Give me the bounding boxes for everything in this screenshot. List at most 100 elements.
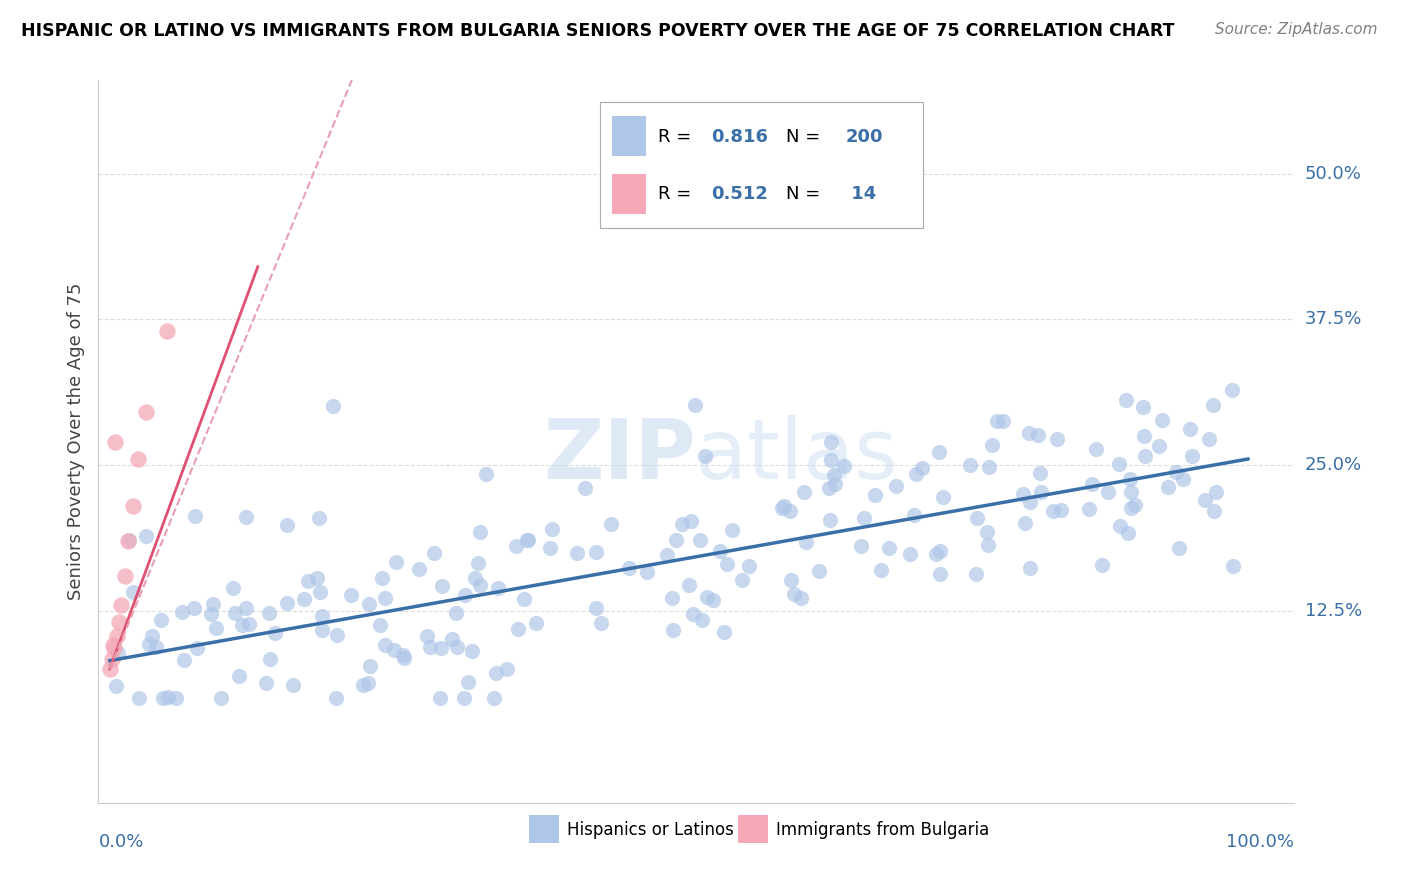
Point [661, 591, 683, 605]
Point [731, 573, 754, 587]
Point [382, 643, 405, 657]
Point [1181, 449, 1204, 463]
Point [820, 453, 842, 467]
Text: 14: 14 [845, 186, 876, 203]
Bar [529, 815, 558, 843]
Point [770, 501, 793, 516]
Point [1029, 484, 1052, 499]
Point [516, 533, 538, 548]
Point [276, 517, 298, 532]
Point [709, 544, 731, 558]
Point [292, 592, 315, 607]
Point [238, 617, 260, 632]
Point [322, 399, 344, 413]
Point [976, 538, 998, 552]
Point [690, 613, 713, 627]
Point [779, 504, 801, 518]
Point [283, 678, 305, 692]
Point [259, 652, 281, 666]
Point [1168, 541, 1191, 556]
Bar [738, 815, 768, 843]
Point [186, 641, 208, 656]
Point [121, 499, 143, 513]
Point [1046, 432, 1069, 446]
Point [165, 690, 187, 705]
Point [986, 414, 1008, 428]
Point [200, 607, 222, 621]
Text: HISPANIC OR LATINO VS IMMIGRANTS FROM BULGARIA SENIORS POVERTY OVER THE AGE OF 7: HISPANIC OR LATINO VS IMMIGRANTS FROM BU… [21, 22, 1174, 40]
Point [1084, 442, 1107, 457]
Point [172, 605, 194, 619]
Point [340, 588, 363, 602]
Point [574, 481, 596, 495]
Point [966, 511, 988, 525]
Point [352, 678, 374, 692]
Point [976, 524, 998, 539]
Point [1078, 501, 1101, 516]
Point [224, 606, 246, 620]
Point [541, 522, 564, 536]
Point [928, 566, 950, 581]
Point [408, 562, 430, 576]
Point [101, 652, 124, 666]
Point [737, 559, 759, 574]
Point [617, 561, 640, 575]
Point [1014, 516, 1036, 531]
Point [114, 568, 136, 582]
Point [135, 528, 157, 542]
Point [1018, 425, 1040, 440]
Point [981, 438, 1004, 452]
Point [1115, 392, 1137, 407]
Text: 37.5%: 37.5% [1305, 310, 1362, 328]
Point [783, 587, 806, 601]
Point [1119, 484, 1142, 499]
Point [1116, 525, 1139, 540]
Point [863, 487, 886, 501]
Point [849, 539, 872, 553]
Point [903, 508, 925, 522]
Point [209, 690, 232, 705]
Point [371, 571, 394, 585]
Point [870, 563, 893, 577]
Point [374, 638, 396, 652]
Point [141, 629, 163, 643]
Point [538, 541, 561, 555]
Point [932, 490, 955, 504]
Point [585, 545, 607, 559]
Point [1133, 449, 1156, 463]
Point [808, 565, 831, 579]
Point [117, 533, 139, 548]
Point [105, 679, 128, 693]
Point [1123, 499, 1146, 513]
Point [145, 640, 167, 654]
Point [898, 547, 921, 561]
Point [359, 597, 381, 611]
Text: N =: N = [786, 186, 820, 203]
Point [1091, 558, 1114, 572]
Point [475, 467, 498, 481]
Point [506, 622, 529, 636]
Point [565, 546, 588, 560]
Point [1198, 433, 1220, 447]
Point [374, 591, 396, 606]
Point [157, 690, 180, 704]
Point [453, 690, 475, 705]
Point [1011, 487, 1033, 501]
Text: 50.0%: 50.0% [1305, 164, 1361, 183]
Point [235, 510, 257, 524]
Point [1019, 494, 1042, 508]
Point [818, 481, 841, 495]
Point [1164, 466, 1187, 480]
Text: 0.816: 0.816 [711, 128, 769, 145]
Point [103, 639, 125, 653]
Text: Source: ZipAtlas.com: Source: ZipAtlas.com [1215, 22, 1378, 37]
Point [1029, 466, 1052, 480]
Point [1119, 501, 1142, 516]
Point [665, 533, 688, 548]
Text: 12.5%: 12.5% [1305, 601, 1362, 620]
Point [183, 600, 205, 615]
Point [392, 648, 415, 662]
Point [877, 541, 900, 555]
Point [135, 405, 157, 419]
Point [231, 618, 253, 632]
